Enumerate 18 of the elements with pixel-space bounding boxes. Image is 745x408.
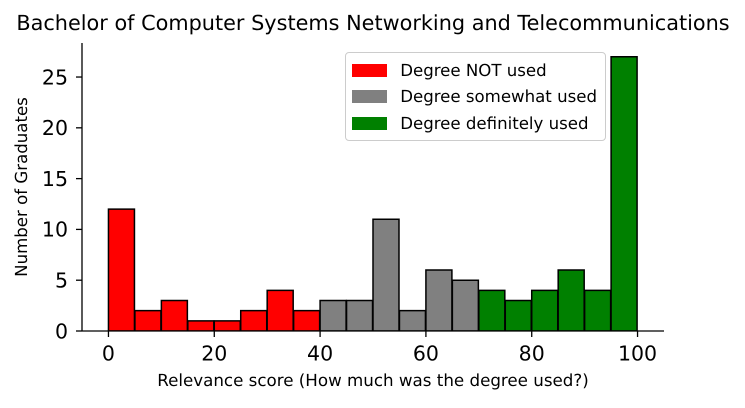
legend-label: Degree definitely used (400, 114, 589, 133)
legend-label: Degree NOT used (400, 60, 547, 80)
x-tick-label: 80 (518, 342, 545, 366)
x-tick-label: 40 (307, 342, 334, 366)
y-tick-label: 5 (54, 268, 68, 292)
legend-label: Degree somewhat used (400, 87, 597, 106)
y-tick-label: 20 (42, 116, 68, 140)
x-tick-label: 0 (102, 342, 115, 366)
y-tick-label: 15 (42, 166, 68, 191)
x-axis-title: Relevance score (How much was the degree used?) (156, 369, 590, 391)
chart-title: Bachelor of Computer Systems Networking and Telecommunications (15, 10, 731, 36)
x-tick-label: 20 (201, 342, 228, 366)
x-tick-label: 60 (412, 342, 439, 366)
y-tick-label: 10 (42, 218, 68, 242)
y-tick-label: 25 (42, 65, 68, 90)
y-tick-label: 0 (54, 319, 68, 344)
x-tick-label: 100 (618, 342, 658, 366)
y-axis-title: Number of Graduates (12, 97, 32, 277)
